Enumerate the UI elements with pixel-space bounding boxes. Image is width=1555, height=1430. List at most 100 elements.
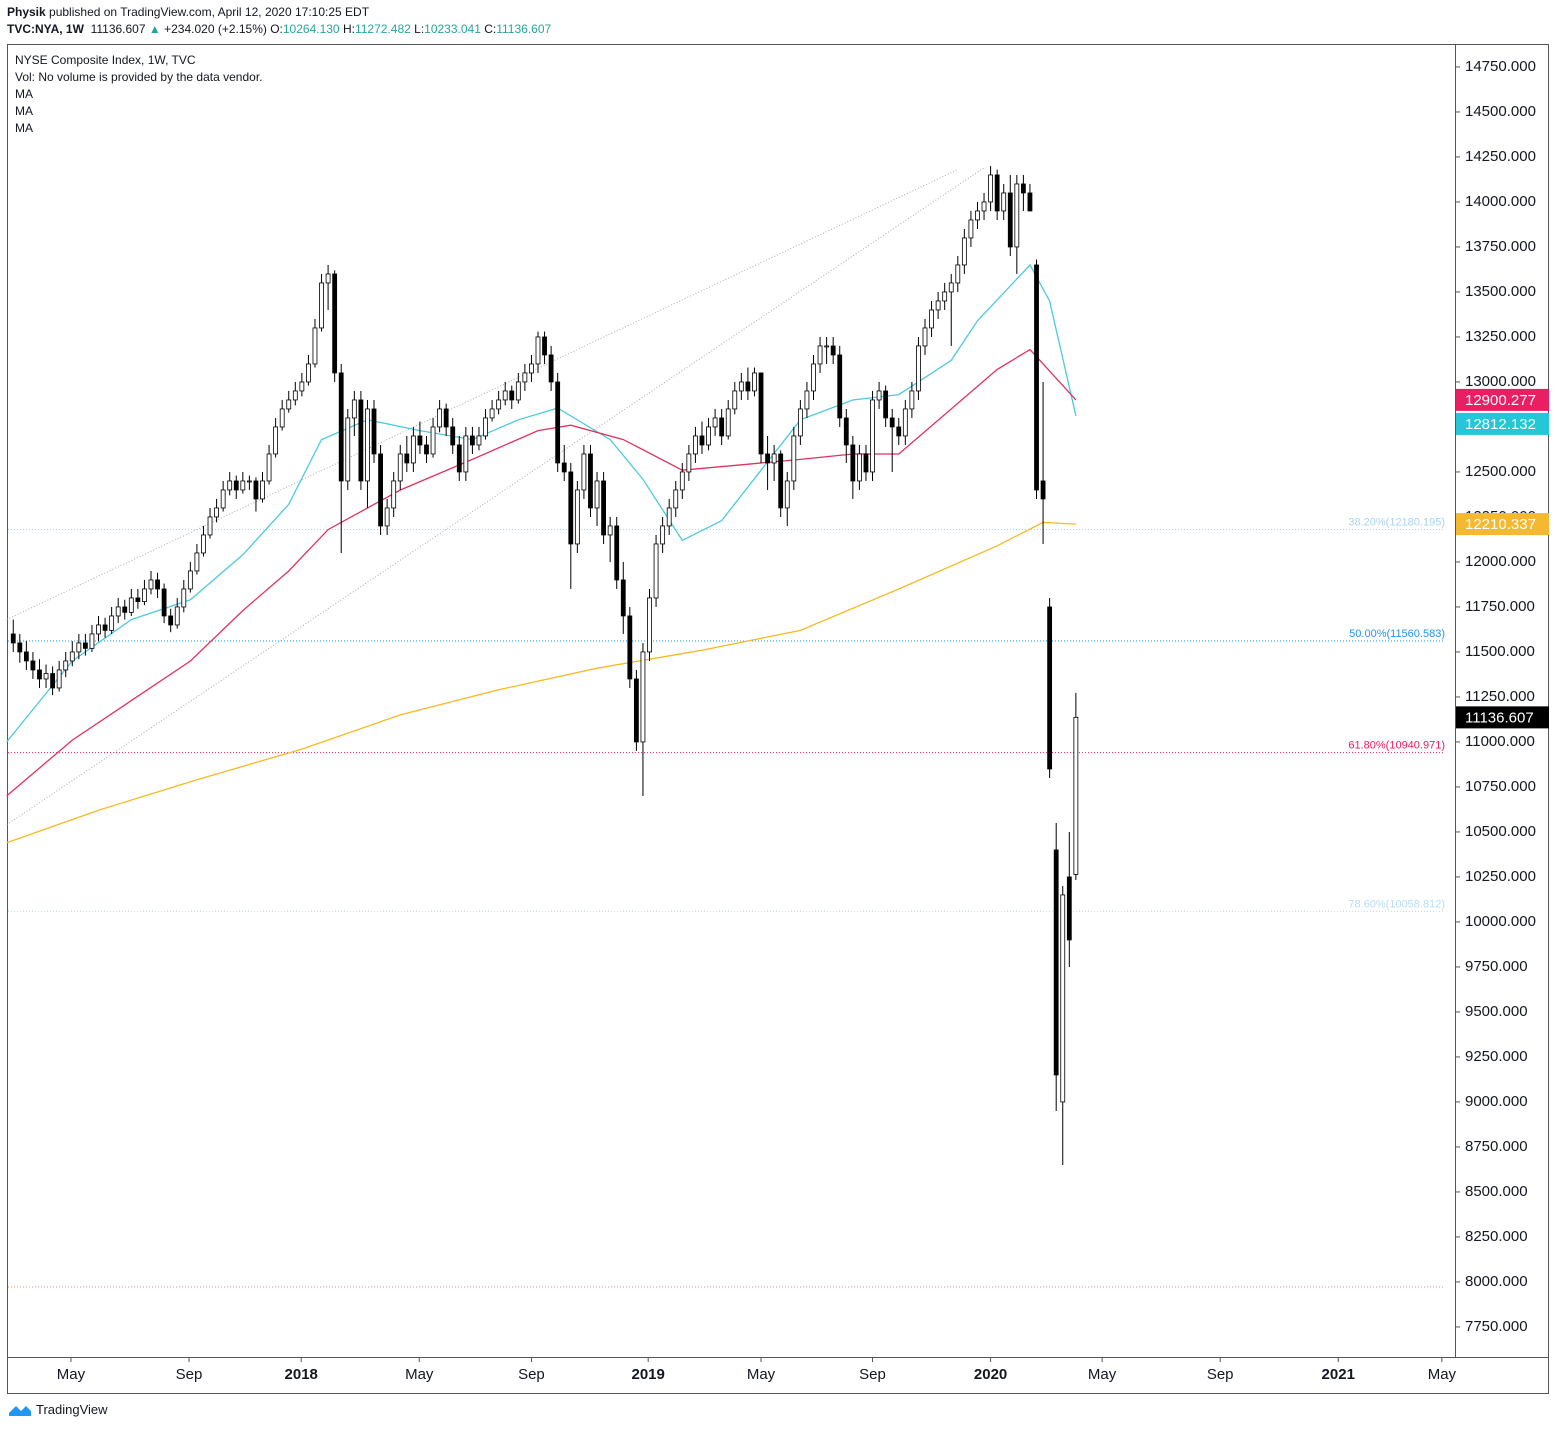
candle-body [902, 408, 908, 437]
candle-body [935, 300, 941, 311]
symbol: TVC:NYA, 1W [7, 22, 84, 36]
candle-body [620, 579, 626, 617]
candle-body [358, 399, 364, 482]
candle-body [765, 453, 770, 464]
candle-body [187, 570, 193, 590]
y-tick-label: 9750.000 [1465, 958, 1528, 975]
y-tick-label: 7750.000 [1465, 1318, 1528, 1335]
candle-body [542, 336, 547, 356]
candle-body [391, 480, 397, 509]
candle-body [830, 345, 836, 356]
price-label-box [1456, 388, 1549, 411]
candle-body [351, 399, 357, 419]
x-tick-label: Sep [1207, 1366, 1234, 1383]
candle-body [456, 444, 462, 473]
last: 11136.607 [90, 22, 146, 36]
y-tick-label: 14750.000 [1465, 58, 1536, 75]
candle-body [968, 219, 974, 239]
moving-average [6, 263, 1077, 743]
candle-body [660, 525, 666, 545]
candle-body [319, 282, 324, 329]
candle-body [1007, 192, 1013, 248]
candle-body [1027, 192, 1033, 212]
x-tick-label: May [747, 1366, 776, 1383]
x-tick-label: 2021 [1322, 1366, 1355, 1383]
y-tick-label: 8250.000 [1465, 1228, 1528, 1245]
candle-body [955, 264, 961, 284]
candle-body [693, 435, 698, 455]
candle-body [483, 417, 488, 437]
candle-body [555, 381, 561, 464]
candle-body [299, 381, 305, 392]
candle-body [56, 669, 62, 689]
candle-body [443, 408, 449, 428]
candle-body [201, 534, 206, 554]
candle-body [1073, 716, 1079, 875]
quote-key: L: [414, 22, 425, 36]
candle-body [574, 489, 580, 545]
candle-body [614, 525, 620, 581]
published: published on TradingView.com, April 12, … [45, 5, 370, 19]
candle-body [410, 435, 416, 464]
candle-body [942, 291, 948, 302]
candle-body [227, 480, 233, 491]
candle-body [220, 489, 226, 509]
candle-body [876, 390, 882, 401]
candle-body [338, 372, 344, 482]
candle-body [109, 615, 115, 631]
legend: NYSE Composite Index, 1W, TVC Vol: No vo… [15, 52, 262, 137]
candle-body [174, 606, 180, 626]
candle-body [850, 444, 856, 482]
candle-body [994, 174, 1000, 212]
candle-body [306, 363, 311, 383]
candle-body [168, 615, 174, 626]
candle-body [115, 606, 121, 617]
candle-body [975, 210, 980, 221]
candle-body [1047, 606, 1053, 770]
x-tick-label: Sep [518, 1366, 545, 1383]
candle-body [666, 507, 672, 527]
candle-body [286, 399, 292, 410]
y-tick-label: 9000.000 [1465, 1093, 1528, 1110]
candle-body [568, 471, 574, 545]
candle-body [561, 462, 567, 473]
price-label: 12210.337 [1465, 516, 1536, 533]
candle-body [1040, 480, 1046, 500]
moving-average [6, 348, 1077, 797]
legend-vol: Vol: No volume is provided by the data v… [15, 70, 263, 84]
x-tick-label: 2019 [632, 1366, 665, 1383]
candle-body [673, 489, 679, 509]
fib-label: 61.80%(10940.971) [1348, 739, 1445, 751]
candle-body [43, 673, 49, 680]
candle-body [870, 399, 875, 473]
y-tick-label: 8500.000 [1465, 1183, 1528, 1200]
candle-body [686, 453, 692, 473]
candle-body [417, 435, 423, 446]
y-tick-label: 13250.000 [1465, 328, 1536, 345]
moving-average [6, 521, 1076, 844]
candle-body [797, 408, 803, 437]
author: Physik [7, 5, 46, 19]
candle-body [181, 588, 187, 608]
legend-ma: MA [15, 87, 33, 101]
x-tick-label: May [1088, 1366, 1117, 1383]
candle-body [69, 651, 75, 662]
candle-body [640, 651, 646, 743]
candle-body [719, 417, 725, 437]
y-tick-label: 8000.000 [1465, 1273, 1528, 1290]
candle-body [470, 435, 475, 446]
candle-body [515, 381, 521, 401]
candle-body [148, 579, 154, 590]
candle-body [502, 390, 508, 401]
candle-body [437, 408, 443, 428]
candle-body [633, 678, 639, 743]
y-tick-label: 13750.000 [1465, 238, 1536, 255]
quote-line: TVC:NYA, 1W 11136.607 ▲ +234.020 (+2.15%… [7, 21, 551, 38]
candle-body [758, 372, 764, 455]
y-tick-label: 10750.000 [1465, 778, 1536, 795]
candle-body [843, 417, 849, 446]
x-tick-label: May [57, 1366, 86, 1383]
candle-body [857, 453, 862, 482]
